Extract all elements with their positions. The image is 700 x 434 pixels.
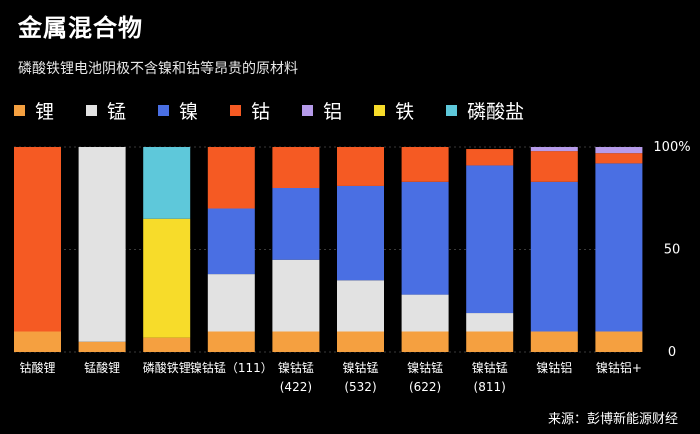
bar-segment-镍: [272, 188, 320, 260]
legend-swatch: [14, 104, 25, 116]
legend-label: 铝: [323, 100, 343, 123]
bar-segment-锂: [78, 341, 126, 352]
y-tick-label: 50: [664, 243, 681, 258]
x-tick-label: (622): [409, 380, 441, 394]
x-tick-label: 镍钴锰: [342, 360, 378, 375]
legend-item-5: 铁: [374, 97, 414, 124]
bar-segment-钴: [14, 147, 61, 332]
bar-segment-锰: [466, 313, 514, 332]
bar-segment-镍: [466, 165, 514, 314]
x-tick-label: (422): [280, 380, 312, 394]
bar-segment-锂: [337, 331, 384, 352]
chart-title: 金属混合物: [18, 14, 143, 42]
x-tick-label: 镍钴锰: [472, 360, 508, 375]
legend: 锂 锰 镍 钴 铝 铁 磷酸盐: [14, 96, 556, 124]
x-tick-label: 磷酸铁锂: [143, 360, 191, 375]
bar-segment-锂: [14, 331, 61, 352]
legend-item-2: 镍: [158, 97, 198, 124]
y-tick-label: 100%: [653, 140, 690, 155]
source-note: 来源：彭博新能源财经: [547, 412, 678, 427]
bar-segment-铝: [530, 147, 578, 152]
legend-label: 锰: [107, 100, 127, 123]
legend-label: 铁: [395, 100, 415, 123]
bar-segment-锰: [272, 259, 320, 332]
y-tick-label: 0: [668, 345, 676, 360]
legend-label: 磷酸盐: [467, 100, 525, 123]
legend-swatch: [158, 104, 170, 116]
bar-segment-镍: [207, 208, 255, 275]
chart-subtitle: 磷酸铁锂电池阴极不含镍和钴等昂贵的原材料: [18, 61, 298, 77]
bar-segment-磷酸盐: [143, 147, 191, 219]
bar-segment-锰: [401, 294, 449, 332]
legend-label: 镍: [179, 100, 199, 123]
x-tick-label: 锰酸锂: [84, 360, 120, 375]
x-tick-label: (811): [474, 380, 506, 394]
legend-label: 钴: [251, 100, 271, 123]
bar-segment-镍: [595, 163, 643, 332]
x-tick-label: 镍钴锰: [407, 360, 443, 375]
bar-segment-锂: [143, 337, 191, 352]
bar-segment-锂: [401, 331, 449, 352]
bar-segment-锂: [530, 331, 578, 352]
bar-segment-镍: [530, 181, 578, 332]
bar-segment-镍: [401, 181, 449, 295]
bar-segment-锂: [466, 331, 514, 352]
bar-segment-锰: [207, 274, 255, 332]
legend-label: 锂: [35, 100, 55, 123]
bar-segment-镍: [337, 185, 384, 281]
bar-segment-锰: [78, 147, 126, 342]
bar-segment-钴: [337, 147, 384, 186]
legend-swatch: [230, 104, 242, 116]
x-tick-label: 镍钴铝: [536, 360, 572, 375]
x-tick-label: 钴酸锂: [19, 360, 55, 375]
legend-swatch: [374, 104, 386, 116]
bar-segment-锰: [337, 280, 384, 332]
x-tick-label: 镍钴铝+: [596, 360, 642, 375]
legend-item-4: 铝: [302, 97, 342, 124]
bar-segment-钴: [401, 147, 449, 182]
x-tick-label: 镍钴锰（111）: [190, 360, 273, 375]
x-tick-label: (532): [344, 380, 376, 394]
bar-segment-钴: [466, 149, 514, 166]
bar-segment-钴: [207, 147, 255, 209]
legend-item-3: 钴: [230, 97, 270, 124]
bar-segment-钴: [530, 151, 578, 182]
legend-swatch: [86, 104, 98, 116]
bar-segment-铝: [595, 147, 643, 154]
bar-segment-锂: [272, 331, 320, 352]
legend-swatch: [446, 104, 458, 116]
bar-segment-铁: [143, 218, 191, 338]
bar-segment-钴: [272, 147, 320, 188]
x-tick-label: 镍钴锰: [278, 360, 314, 375]
legend-item-1: 锰: [86, 97, 126, 124]
legend-item-6: 磷酸盐: [446, 97, 524, 124]
legend-item-0: 锂: [14, 97, 54, 124]
legend-swatch: [302, 104, 314, 116]
bar-segment-锂: [595, 331, 643, 352]
bar-segment-锂: [207, 331, 255, 352]
bar-segment-钴: [595, 153, 643, 164]
